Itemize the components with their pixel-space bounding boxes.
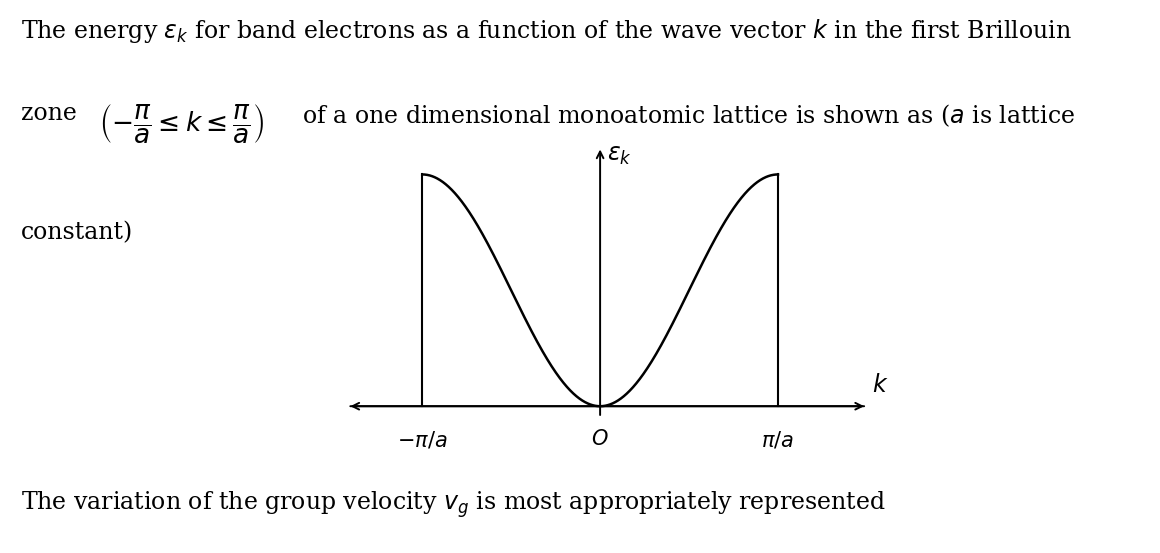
Text: $\varepsilon_k$: $\varepsilon_k$ [607, 144, 632, 168]
Text: $O$: $O$ [592, 429, 609, 450]
Text: The variation of the group velocity $v_g$ is most appropriately represented: The variation of the group velocity $v_g… [21, 489, 885, 520]
Text: $\left(-\dfrac{\pi}{a} \leq k \leq \dfrac{\pi}{a}\right)$: $\left(-\dfrac{\pi}{a} \leq k \leq \dfra… [99, 102, 263, 145]
Text: $\pi/a$: $\pi/a$ [761, 429, 795, 450]
Text: zone: zone [21, 102, 77, 126]
Text: $-\pi/a$: $-\pi/a$ [397, 429, 448, 450]
Text: of a one dimensional monoatomic lattice is shown as ($a$ is lattice: of a one dimensional monoatomic lattice … [302, 102, 1074, 129]
Text: constant): constant) [21, 221, 133, 244]
Text: $k$: $k$ [872, 374, 889, 397]
Text: The energy $\varepsilon_k$ for band electrons as a function of the wave vector $: The energy $\varepsilon_k$ for band elec… [21, 17, 1072, 45]
